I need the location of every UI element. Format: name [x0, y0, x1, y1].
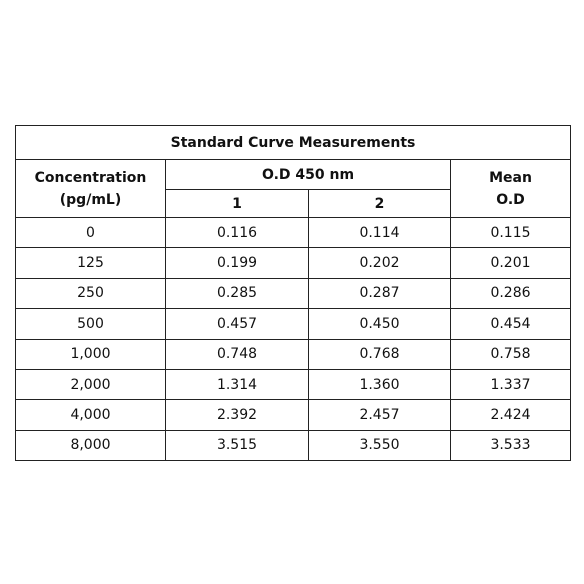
cell-od-1: 0.285: [165, 277, 309, 310]
cell-concentration: 1,000: [15, 338, 166, 370]
standard-curve-table: Standard Curve Measurements Concentratio…: [15, 125, 571, 462]
cell-od-2: 0.287: [308, 277, 451, 310]
cell-mean: 0.115: [450, 216, 571, 249]
header-replicate: 1: [165, 189, 309, 218]
cell-mean: 3.533: [450, 429, 571, 462]
table-row: 8,000 3.515 3.550 3.533: [15, 429, 571, 462]
table-row: 500 0.457 0.450 0.454: [15, 308, 571, 340]
cell-od-2: 0.450: [308, 308, 451, 340]
cell-mean: 0.201: [450, 247, 571, 279]
cell-concentration: 4,000: [15, 399, 166, 431]
cell-concentration: 250: [15, 277, 166, 310]
cell-concentration: 125: [15, 247, 166, 279]
cell-od-1: 3.515: [165, 429, 309, 462]
header-mean: Mean O.D: [450, 159, 571, 218]
cell-mean: 2.424: [450, 399, 571, 431]
header-replicate: 2: [308, 189, 451, 218]
cell-od-1: 0.457: [165, 308, 309, 340]
cell-od-2: 1.360: [308, 368, 451, 401]
header-concentration: Concentration (pg/mL): [15, 159, 166, 218]
cell-od-2: 0.202: [308, 247, 451, 279]
table-row: 1,000 0.748 0.768 0.758: [15, 338, 571, 370]
cell-mean: 0.454: [450, 308, 571, 340]
cell-mean: 0.758: [450, 338, 571, 370]
cell-concentration: 0: [15, 216, 166, 249]
cell-concentration: 2,000: [15, 368, 166, 401]
cell-concentration: 500: [15, 308, 166, 340]
table-title: Standard Curve Measurements: [15, 125, 571, 160]
cell-od-2: 3.550: [308, 429, 451, 462]
table-row: 2,000 1.314 1.360 1.337: [15, 368, 571, 401]
table-body: 0 0.116 0.114 0.115 125 0.199 0.202 0.201 250 0.2…: [15, 216, 571, 462]
cell-concentration: 8,000: [15, 429, 166, 462]
cell-mean: 1.337: [450, 368, 571, 401]
cell-od-1: 0.748: [165, 338, 309, 370]
cell-od-1: 1.314: [165, 368, 309, 401]
cell-od-1: 0.199: [165, 247, 309, 279]
cell-od-2: 2.457: [308, 399, 451, 431]
cell-od-1: 2.392: [165, 399, 309, 431]
table-row: 125 0.199 0.202 0.201: [15, 247, 571, 279]
cell-mean: 0.286: [450, 277, 571, 310]
cell-od-2: 0.114: [308, 216, 451, 249]
table-row: 4,000 2.392 2.457 2.424: [15, 399, 571, 431]
cell-od-2: 0.768: [308, 338, 451, 370]
table-row: 250 0.285 0.287 0.286: [15, 277, 571, 310]
header-od: O.D 450 nm: [165, 159, 451, 190]
table-row: 0 0.116 0.114 0.115: [15, 216, 571, 249]
cell-od-1: 0.116: [165, 216, 309, 249]
